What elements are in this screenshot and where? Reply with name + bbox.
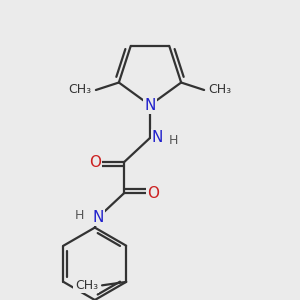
Text: CH₃: CH₃ — [69, 83, 92, 97]
Text: CH₃: CH₃ — [208, 83, 231, 97]
Text: N: N — [152, 130, 163, 146]
Text: CH₃: CH₃ — [75, 279, 98, 292]
Text: N: N — [144, 98, 156, 113]
Text: O: O — [147, 186, 159, 201]
Text: O: O — [89, 154, 101, 169]
Text: N: N — [93, 210, 104, 225]
Text: H: H — [169, 134, 178, 147]
Text: H: H — [75, 209, 85, 222]
